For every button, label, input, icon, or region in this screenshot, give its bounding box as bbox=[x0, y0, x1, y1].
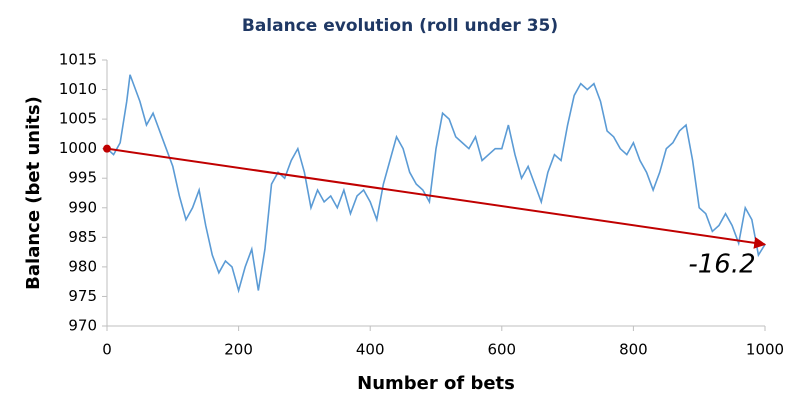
y-tick-label: 1015 bbox=[59, 51, 97, 69]
y-tick-label: 990 bbox=[68, 198, 97, 216]
x-tick-label: 1000 bbox=[746, 341, 784, 359]
x-tick-label: 600 bbox=[487, 341, 516, 359]
trend-line bbox=[106, 147, 767, 249]
y-tick-label: 985 bbox=[68, 228, 97, 246]
annotation: -16.2 bbox=[688, 250, 755, 280]
y-tick-label: 975 bbox=[68, 287, 97, 305]
y-tick-label: 970 bbox=[68, 317, 97, 335]
balance-line bbox=[106, 74, 766, 294]
chart-title: Balance evolution (roll under 35) bbox=[242, 16, 558, 36]
y-axis-label: Balance (bet units) bbox=[23, 96, 44, 290]
y-tick-label: 1005 bbox=[59, 110, 97, 128]
x-tick-label: 800 bbox=[619, 341, 648, 359]
y-tick-label: 980 bbox=[68, 257, 97, 275]
x-tick-label: 200 bbox=[224, 341, 253, 359]
trend-start bbox=[103, 144, 111, 153]
x-tick-label: 0 bbox=[102, 341, 112, 359]
x-tick-label: 400 bbox=[356, 341, 385, 359]
y-tick-label: 1000 bbox=[59, 139, 97, 157]
y-tick-label: 995 bbox=[68, 169, 97, 187]
y-tick-label: 1010 bbox=[59, 80, 97, 98]
x-axis-label: Number of bets bbox=[357, 373, 515, 394]
